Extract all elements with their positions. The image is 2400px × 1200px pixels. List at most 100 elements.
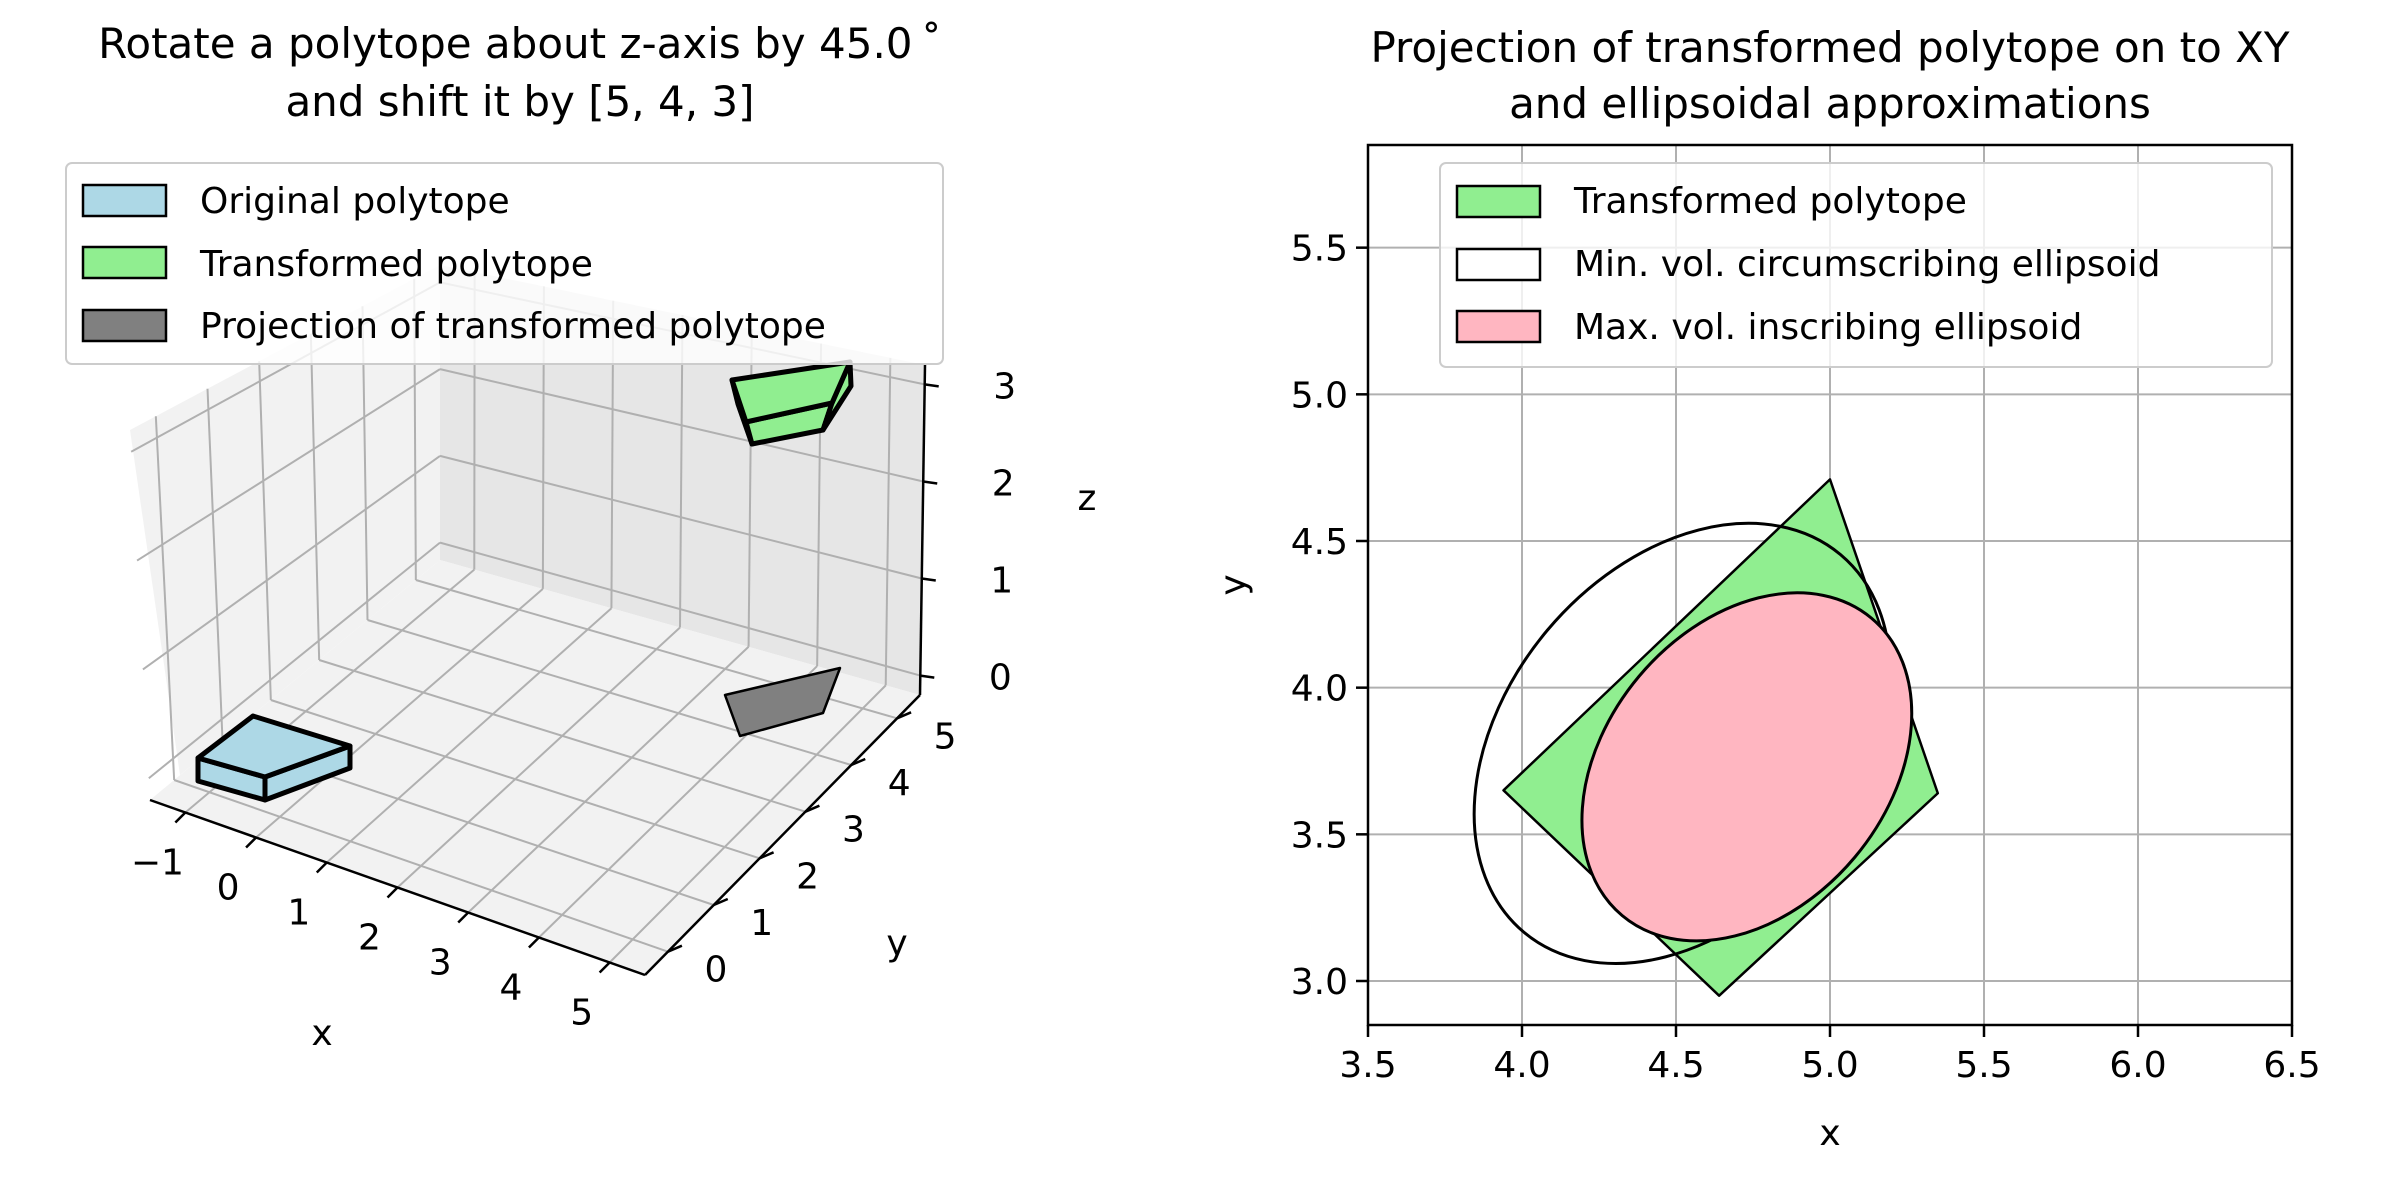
y-tick-label-3d: 4 [888,763,911,804]
z-tick-label-3d: 2 [992,463,1015,504]
z-axis-line [918,364,927,696]
grid3d-z-side [439,454,923,580]
grid3d-y-wall [309,333,321,661]
z-tick-label-3d: 0 [989,658,1012,699]
y-tick-mark-3d [804,804,820,813]
y-tick-label-2d: 4.5 [1291,522,1348,563]
x-tick-label-2d: 5.5 [1955,1045,2012,1086]
x-tick-label-3d: 3 [429,943,452,984]
x-tick-label-2d: 6.5 [2263,1045,2320,1086]
left-title-line-1: Rotate a polytope about z-axis by 45.0 ˚ [98,19,942,68]
grid3d-y-wall [154,416,176,781]
legend-swatch-original [81,183,168,218]
y-tick-label-2d: 5.5 [1291,229,1348,270]
x-tick-label-3d: 1 [287,893,310,934]
grid3d-x-floor [396,626,681,889]
grid3d-x-floor [608,684,887,964]
x-tick-label-2d: 4.5 [1647,1045,1704,1086]
left-3d-panel: Rotate a polytope about z-axis by 45.0 ˚… [65,19,1096,1054]
grid3d-z-back [142,455,441,671]
grid3d-x-floor [467,646,750,914]
y-axis-label-2d: y [1213,574,1254,595]
y-tick-label-3d: 5 [934,716,957,757]
x-axis-label-3d: x [311,1013,332,1054]
right-2d-panel: Projection of transformed polytope on to… [1213,23,2321,1154]
x-tick-label-3d: 0 [217,868,240,909]
x-tick-mark-3d [528,936,540,949]
z-tick-label-3d: 3 [993,366,1016,407]
x-axis-label-2d: x [1819,1113,1840,1154]
grid3d-y-floor [270,699,760,860]
projection-polytope [723,666,842,738]
x-tick-label-3d: 5 [570,993,593,1034]
grid3d-x-wall [884,357,892,686]
x-tick-mark-3d [598,961,611,974]
grid3d-y-wall [258,361,272,701]
grid3d-z-back [148,541,441,780]
grid3d-z-back [136,368,441,562]
z-tick-label-3d: 1 [990,561,1013,602]
legend-swatch-transformed [81,245,168,280]
original-polytope [195,713,353,803]
right-legend: Transformed polytope Min. vol. circumscr… [1439,162,2273,368]
x-tick-label-3d: −1 [131,843,184,884]
right-title-line-2: and ellipsoidal approximations [1509,79,2151,128]
x-tick-mark-3d [174,811,187,824]
y-tick-label-3d: 2 [796,856,819,897]
grid3d-y-floor [173,779,669,953]
y-tick-label-2d: 3.0 [1291,962,1348,1003]
y-tick-label-2d: 4.0 [1291,669,1348,710]
y-tick-mark-3d [896,711,912,720]
y-tick-label-2d: 5.0 [1291,375,1348,416]
x-tick-mark-3d [457,911,470,924]
y-axis-label-3d: y [886,923,907,964]
z-tick-mark-3d [920,674,935,679]
left-legend-frame [65,162,944,365]
y-tick-label-3d: 3 [842,810,865,851]
left-legend: Original polytope Transformed polytope P… [65,162,944,365]
x-tick-mark-3d [245,836,257,849]
x-tick-label-2d: 6.0 [2109,1045,2166,1086]
grid3d-z-side [439,368,924,483]
x-tick-label-3d: 4 [499,968,522,1009]
x-tick-mark-3d [315,861,328,874]
max-vol-inscribing-ellipse [1580,591,1914,943]
legend-swatch-projection [81,308,168,343]
left-title-line-2: and shift it by [5, 4, 3] [285,77,754,126]
legend-swatch-transformed-2d [1455,184,1542,219]
legend-label-projection: Projection of transformed polytope [200,306,826,347]
grid3d-x-wall [679,314,684,628]
y-tick-mark-3d [759,851,775,860]
grid3d-z-side [439,541,921,677]
y-tick-label-3d: 1 [750,903,773,944]
legend-label-transformed-2d: Transformed polytope [1573,181,1967,222]
right-legend-frame [1439,162,2273,368]
y-tick-label-2d: 3.5 [1291,815,1348,856]
grid3d-y-floor [318,659,806,813]
y-axis-line [644,694,921,976]
y-tick-mark-3d [850,757,866,767]
x-tick-label-2d: 4.0 [1493,1045,1550,1086]
z-tick-mark-3d [924,383,939,388]
legend-label-transformed: Transformed polytope [199,244,593,285]
z-tick-mark-3d [921,577,936,582]
grid-3d [130,272,925,964]
legend-swatch-min-vol [1455,247,1542,282]
legend-label-original: Original polytope [200,181,510,222]
grid3d-y-wall [206,388,224,741]
grid3d-x-floor [326,607,613,864]
x-tick-label-3d: 2 [358,918,381,959]
y-tick-mark-3d [667,944,683,953]
y-tick-label-3d: 0 [704,950,727,991]
legend-label-max-vol: Max. vol. inscribing ellipsoid [1574,307,2082,348]
legend-swatch-max-vol [1455,309,1542,344]
y-tick-mark-3d [713,897,729,907]
right-title-line-1: Projection of transformed polytope on to… [1370,23,2289,72]
grid3d-y-floor [367,619,852,766]
x-tick-label-2d: 5.0 [1801,1045,1858,1086]
grid3d-x-floor [255,588,544,839]
legend-label-min-vol: Min. vol. circumscribing ellipsoid [1574,244,2160,285]
pane-floor [150,560,920,975]
transformed-polytope [729,359,854,447]
